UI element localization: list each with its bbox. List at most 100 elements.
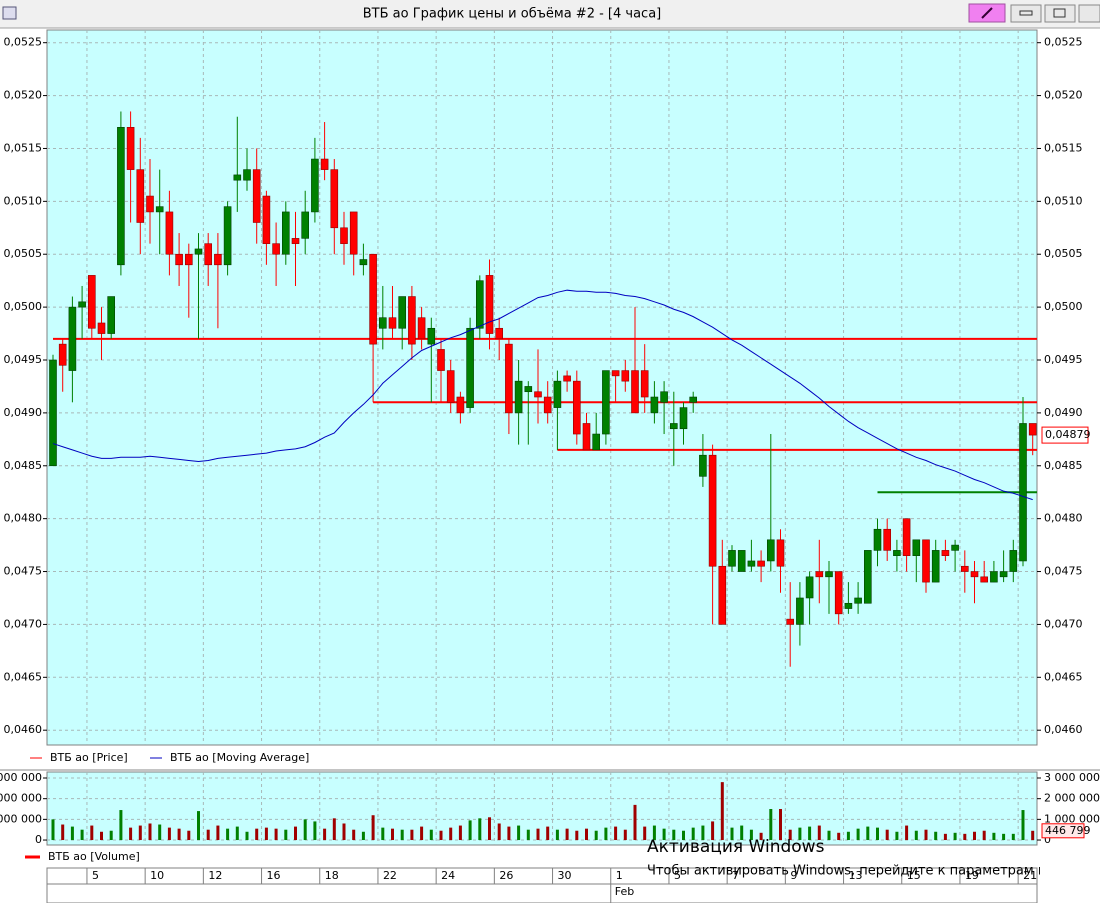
restore-button[interactable] — [1044, 4, 1076, 23]
plot-area — [46, 771, 1038, 846]
candle-body — [873, 528, 882, 551]
volume-bar — [672, 829, 676, 841]
volume-bar — [206, 829, 210, 841]
candle-body — [204, 243, 212, 266]
volume-bar — [565, 828, 569, 841]
volume-bar — [536, 828, 540, 841]
volume-bar — [827, 830, 831, 841]
window-title: ВТБ ао График цены и объёма #2 - [4 часа… — [363, 7, 661, 22]
volume-bar — [1002, 833, 1006, 841]
volume-bar — [177, 828, 181, 841]
volume-bar — [963, 833, 967, 841]
candle-body — [660, 391, 668, 403]
volume-bar — [332, 818, 336, 841]
y-tick-label-left: 0,0505 — [4, 247, 43, 260]
last-volume-label: 446 799 — [1045, 824, 1091, 837]
volume-bar — [61, 824, 65, 841]
volume-bar — [410, 829, 414, 841]
volume-bar — [109, 830, 113, 841]
candle-body — [854, 597, 862, 604]
candle-body — [388, 317, 397, 329]
candle-body — [252, 169, 261, 223]
candle-body — [359, 259, 368, 266]
y-tick-label-right: 0,0495 — [1044, 353, 1083, 366]
candle-body — [543, 396, 552, 414]
last-price-box — [1041, 426, 1089, 444]
candle-body — [233, 174, 242, 181]
candle-body — [223, 206, 232, 266]
close-button[interactable] — [1078, 4, 1100, 23]
candle-body — [553, 380, 562, 408]
x-tick-label: 10 — [150, 869, 164, 882]
candle-body — [311, 158, 319, 213]
candle-body — [68, 306, 77, 371]
restore-icon — [1053, 8, 1066, 18]
volume-bar — [885, 829, 889, 841]
volume-bar — [555, 829, 559, 841]
candle-body — [951, 544, 959, 551]
volume-bar — [226, 828, 230, 841]
volume-bar — [235, 826, 239, 841]
y-tick-label-right: 0,0525 — [1044, 36, 1083, 49]
y-tick-label-left: 3 000 000 — [0, 771, 42, 784]
candle-body — [999, 571, 1008, 578]
volume-bar — [769, 809, 773, 841]
moving-average-line — [52, 289, 1033, 501]
candle-body — [194, 248, 203, 255]
x-tick-label: 22 — [383, 869, 397, 882]
candle-body — [117, 127, 125, 266]
volume-bar — [100, 831, 103, 841]
candle-body — [699, 454, 707, 477]
candle-body — [592, 433, 601, 451]
candle-body — [126, 127, 135, 170]
volume-bar — [458, 825, 462, 841]
candle-body — [728, 550, 736, 567]
window-icon[interactable] — [2, 6, 17, 20]
volume-bar — [361, 831, 365, 841]
volume-bar — [323, 828, 327, 841]
candle-body — [990, 571, 998, 583]
y-tick-label-left: 0,0485 — [4, 459, 43, 472]
title-bar — [0, 0, 1100, 28]
x-tick-label: 5 — [92, 869, 99, 882]
volume-bar — [808, 826, 812, 841]
volume-bar — [633, 804, 637, 841]
volume-bar — [255, 828, 259, 841]
candle-body — [175, 253, 183, 266]
x-tick-label: 13 — [849, 869, 863, 882]
minimize-button[interactable] — [1010, 4, 1042, 23]
volume-bar — [264, 827, 268, 841]
volume-bar — [158, 824, 162, 841]
candle-body — [825, 571, 833, 578]
y-tick-label-right: 0,0470 — [1044, 617, 1083, 630]
candle-body — [902, 518, 911, 556]
volume-bar — [682, 830, 685, 841]
volume-bar — [439, 830, 443, 841]
watermark-text: Чтобы активировать Windows, перейдите к … — [647, 864, 1100, 879]
volume-bar — [148, 823, 152, 841]
volume-bar — [70, 826, 74, 841]
y-tick-label-left: 0,0490 — [4, 406, 43, 419]
y-tick-label-right: 0,0485 — [1044, 459, 1083, 472]
y-tick-label-right: 0,0510 — [1044, 194, 1083, 207]
volume-bar — [284, 829, 288, 841]
volume-bar — [895, 831, 899, 841]
candle-body — [514, 380, 523, 414]
candle-body — [301, 211, 310, 239]
volume-bar — [478, 818, 482, 841]
candle-body — [417, 317, 426, 340]
volume-bar — [856, 828, 860, 841]
volume-bar — [352, 829, 356, 841]
volume-bar — [701, 825, 705, 841]
volume-bar — [643, 826, 647, 841]
candle-body — [941, 550, 950, 556]
candle-body — [708, 454, 717, 567]
y-tick-label-right: 2 000 000 — [1044, 792, 1100, 805]
candle-body — [243, 169, 251, 181]
x-tick-label: 30 — [558, 869, 572, 882]
y-tick-label-right: 0,0460 — [1044, 723, 1083, 736]
candle-body — [640, 370, 649, 398]
volume-bar — [914, 830, 918, 841]
volume-bar — [604, 827, 608, 841]
